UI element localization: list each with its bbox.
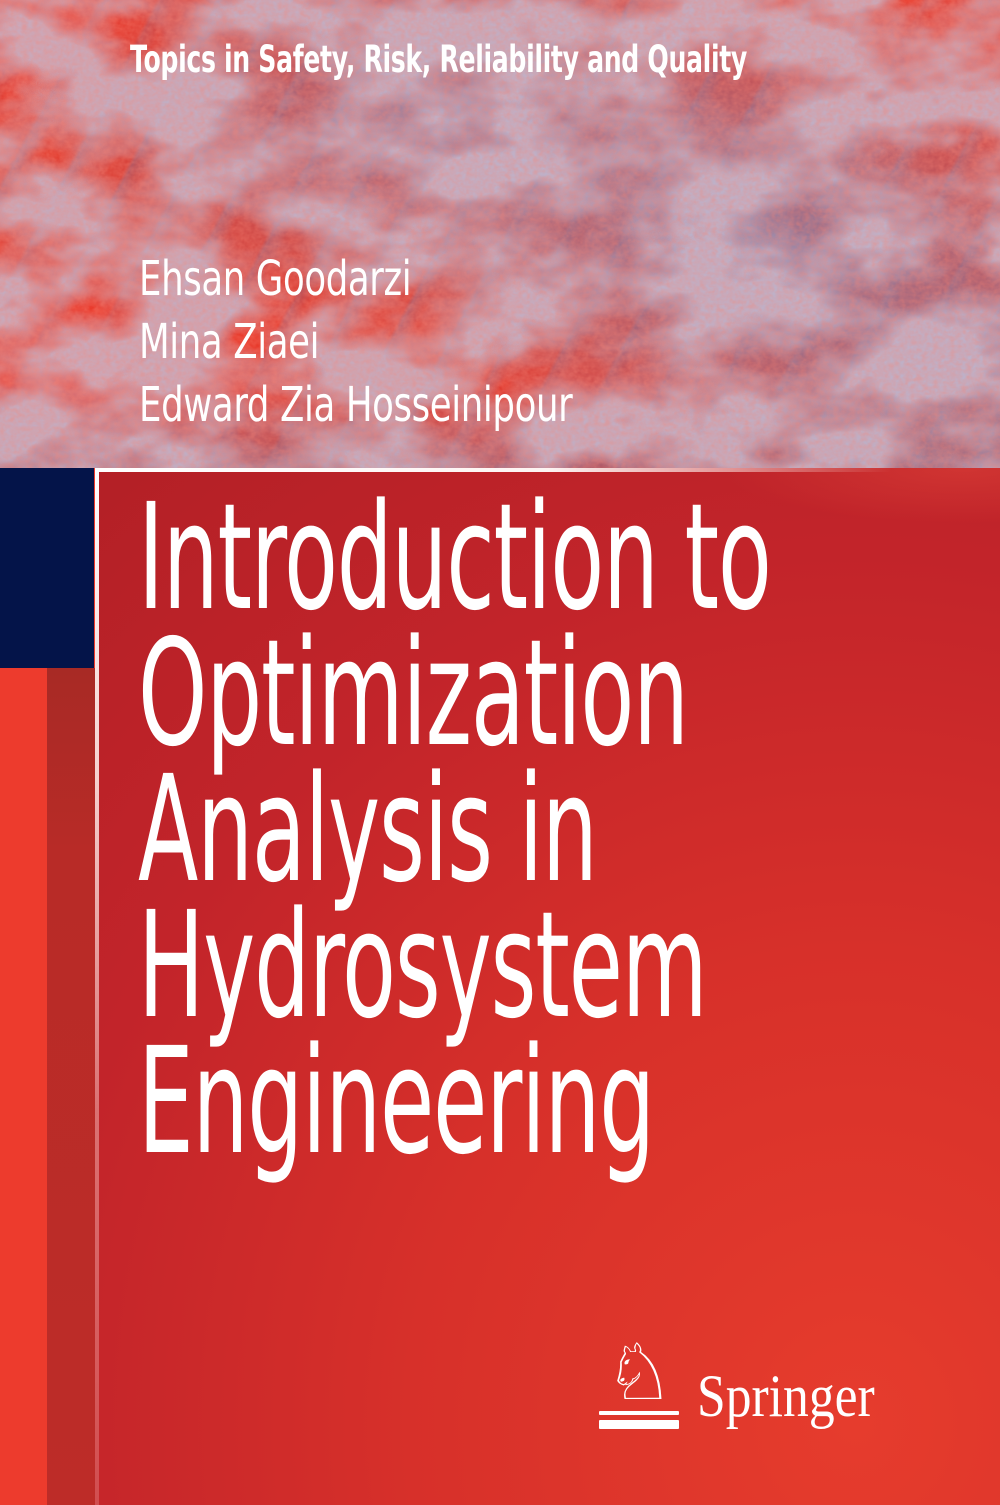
book-title: Introduction to Optimization Analysis in…	[138, 472, 1000, 1187]
book-title-line: Optimization	[138, 608, 689, 779]
springer-wordmark: Springer	[697, 1363, 876, 1429]
book-title-line: Introduction to	[138, 472, 772, 643]
logo-underline-thin	[599, 1411, 680, 1415]
book-title-line: Engineering	[138, 1016, 655, 1187]
series-title: Topics in Safety, Risk, Reliability and …	[130, 38, 747, 81]
author-name: Edward Zia Hosseinipour	[139, 377, 573, 433]
fractal-noise-texture	[0, 0, 1000, 468]
author-name: Ehsan Goodarzi	[139, 251, 412, 307]
knight-horse-icon: ♘	[604, 1328, 675, 1418]
book-title-line: Analysis in	[138, 744, 598, 915]
book-title-line: Hydrosystem	[138, 880, 708, 1051]
springer-horse-icon: ♘	[599, 1328, 680, 1429]
title-panel: Introduction to Optimization Analysis in…	[95, 468, 1000, 1505]
author-name: Mina Ziaei	[139, 314, 320, 370]
shadow-strip	[47, 668, 95, 1505]
authors-block: Ehsan Goodarzi Mina Ziaei Edward Zia Hos…	[139, 248, 725, 437]
panel-top-border	[95, 468, 1000, 472]
springer-logo: ♘ Springer	[599, 1328, 904, 1429]
panel-left-border	[95, 468, 99, 1505]
fractal-cover-art: Topics in Safety, Risk, Reliability and …	[0, 0, 1000, 468]
logo-underline-thick	[599, 1420, 680, 1429]
navy-accent-block	[0, 468, 94, 668]
